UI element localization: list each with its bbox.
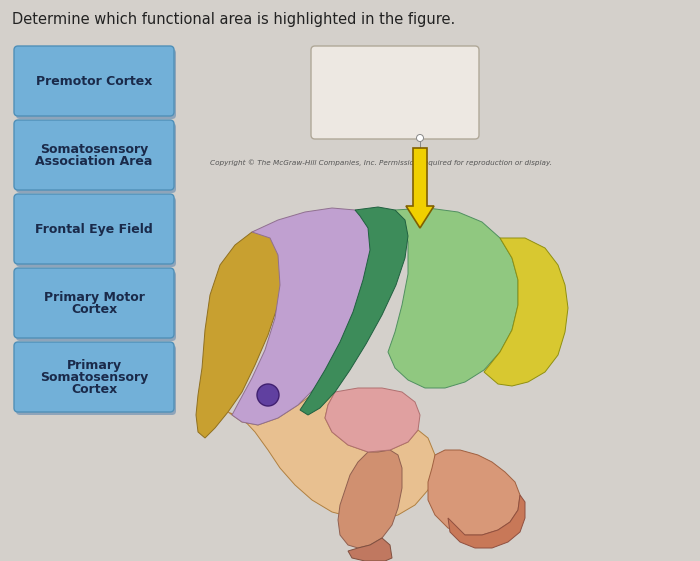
FancyBboxPatch shape — [16, 49, 176, 119]
Text: Copyright © The McGraw-Hill Companies, Inc. Permission required for reproduction: Copyright © The McGraw-Hill Companies, I… — [210, 159, 552, 165]
Text: Primary: Primary — [66, 358, 122, 371]
Polygon shape — [300, 207, 408, 415]
FancyBboxPatch shape — [311, 46, 479, 139]
FancyArrow shape — [406, 148, 434, 228]
FancyBboxPatch shape — [14, 120, 174, 190]
Circle shape — [257, 384, 279, 406]
Polygon shape — [228, 390, 435, 520]
Text: Premotor Cortex: Premotor Cortex — [36, 75, 152, 88]
Text: Determine which functional area is highlighted in the figure.: Determine which functional area is highl… — [12, 12, 455, 27]
Polygon shape — [196, 228, 288, 438]
Polygon shape — [338, 450, 402, 548]
Polygon shape — [428, 450, 520, 535]
Text: Frontal Eye Field: Frontal Eye Field — [35, 223, 153, 236]
Polygon shape — [388, 208, 518, 388]
Circle shape — [416, 135, 424, 141]
Text: Somatosensory: Somatosensory — [40, 142, 148, 155]
Text: Somatosensory: Somatosensory — [40, 370, 148, 384]
Polygon shape — [484, 238, 568, 386]
Polygon shape — [325, 388, 420, 452]
Text: Cortex: Cortex — [71, 302, 117, 315]
Text: Primary Motor: Primary Motor — [43, 291, 144, 304]
Text: Cortex: Cortex — [71, 383, 117, 396]
FancyBboxPatch shape — [16, 123, 176, 193]
FancyBboxPatch shape — [14, 46, 174, 116]
FancyBboxPatch shape — [14, 268, 174, 338]
FancyBboxPatch shape — [14, 342, 174, 412]
FancyBboxPatch shape — [14, 194, 174, 264]
Polygon shape — [232, 208, 385, 425]
FancyBboxPatch shape — [16, 271, 176, 341]
FancyBboxPatch shape — [16, 345, 176, 415]
Text: Association Area: Association Area — [35, 154, 153, 168]
Polygon shape — [448, 495, 525, 548]
FancyBboxPatch shape — [16, 197, 176, 267]
Polygon shape — [348, 538, 392, 561]
